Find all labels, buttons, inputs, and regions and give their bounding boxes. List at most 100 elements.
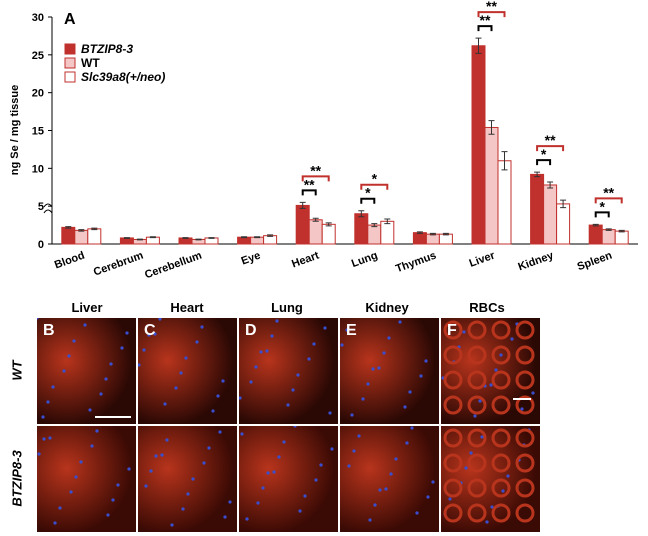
x-tick-label-eye: Eye: [240, 250, 263, 268]
column-title-liver: Liver: [71, 300, 103, 315]
significance-bracket-red: [477, 11, 506, 18]
significance-bracket-black: [360, 197, 376, 204]
y-tick-label: 30: [32, 12, 44, 24]
bar-thymus-1: [425, 233, 440, 245]
legend-swatch-1: [64, 57, 76, 69]
row-label-wt: WT: [9, 360, 25, 381]
panel-letter-c: C: [144, 322, 156, 339]
column-title-heart: Heart: [170, 300, 204, 315]
x-tick-label-blood: Blood: [53, 250, 86, 272]
bar-blood-0: [61, 226, 76, 245]
bar-blood-1: [74, 229, 89, 245]
error-bar: [254, 236, 261, 239]
significance-bracket-red: [536, 145, 565, 152]
bar-lung-2: [380, 220, 395, 245]
column-title-kidney: Kidney: [365, 300, 409, 315]
axis-break-mark: [43, 203, 53, 214]
scale-bar: [95, 416, 131, 418]
bars: [61, 37, 629, 245]
significance-star-red: **: [310, 162, 321, 178]
error-bar: [149, 236, 156, 239]
bar-blood-2: [87, 228, 102, 245]
bar-liver-1: [484, 126, 499, 245]
y-tick-label: 15: [32, 126, 44, 138]
significance-bracket-black: [477, 25, 493, 32]
bar-kidney-0: [530, 173, 545, 245]
x-tick-label-liver: Liver: [468, 249, 497, 270]
significance-star-red: **: [603, 184, 614, 200]
error-bar: [325, 222, 332, 227]
significance-star-black: *: [365, 185, 371, 201]
error-bar: [136, 238, 143, 241]
bar-cerebellum-0: [178, 237, 193, 245]
error-bar: [547, 181, 554, 189]
panel-letter-b: B: [43, 322, 55, 339]
error-bar: [605, 228, 612, 231]
bar-spleen-2: [614, 230, 629, 245]
error-bar: [299, 201, 306, 209]
significance-bracket-red: [594, 197, 623, 204]
error-bar: [182, 237, 189, 239]
significance-star-red: **: [545, 132, 556, 148]
error-bar: [78, 229, 85, 232]
significance-bracket-black: [301, 189, 317, 196]
significance-star-red: **: [486, 0, 497, 14]
micrograph-btzip8-3-heart: [138, 426, 237, 532]
error-bar: [592, 223, 599, 227]
error-bar: [442, 232, 449, 236]
error-bar: [371, 223, 378, 228]
x-tick-label-kidney: Kidney: [517, 249, 556, 273]
error-bar: [501, 151, 508, 171]
error-bar: [65, 226, 72, 229]
x-tick-label-thymus: Thymus: [394, 250, 438, 276]
micrograph-btzip8-3-lung: [239, 426, 338, 532]
error-bar: [241, 236, 248, 239]
legend-swatch-0: [64, 43, 76, 55]
scale-bar: [513, 398, 531, 400]
x-tick-label-spleen: Spleen: [576, 249, 614, 273]
panel-letter-e: E: [346, 322, 357, 339]
bar-kidney-1: [543, 184, 558, 245]
bar-cerebellum-2: [204, 237, 219, 245]
error-bar: [488, 120, 495, 135]
significance-bracket-red: [360, 183, 389, 190]
x-tick-label-heart: Heart: [290, 249, 321, 270]
significance-markers: ****************: [301, 0, 623, 218]
error-bar: [384, 218, 391, 225]
y-axis-label: ng Se / mg tissue: [9, 85, 21, 175]
bar-lung-0: [354, 213, 369, 245]
significance-star-black: **: [480, 12, 491, 28]
micrograph-wt-heart: C: [138, 318, 237, 424]
bar-heart-2: [321, 223, 336, 245]
error-bar: [91, 227, 98, 231]
panel-label-a: A: [64, 11, 76, 28]
micrograph-wt-kidney: E: [340, 318, 439, 424]
bar-cerebrum-2: [145, 236, 160, 245]
y-tick-label: 20: [32, 88, 44, 100]
micrograph-row-wt: B C D E F: [37, 318, 637, 424]
x-tick-label-lung: Lung: [350, 250, 379, 270]
bar-liver-2: [497, 160, 512, 245]
bar-heart-1: [308, 219, 323, 245]
bar-heart-0: [295, 204, 310, 245]
bar-spleen-0: [588, 224, 603, 245]
y-tick-label: 10: [32, 163, 44, 175]
significance-bracket-black: [594, 211, 610, 218]
x-tick-label-cerebrum: Cerebrum: [92, 249, 145, 278]
bar-cerebrum-0: [119, 237, 134, 245]
error-bar: [267, 234, 274, 237]
error-bar: [358, 210, 365, 218]
micrograph-btzip8-3-kidney: [340, 426, 439, 532]
bar-thymus-2: [438, 233, 453, 245]
legend-label-0: BTZIP8-3: [81, 42, 133, 56]
bar-lung-1: [367, 224, 382, 245]
error-bar: [123, 237, 130, 239]
panel-letter-f: F: [447, 322, 457, 339]
significance-bracket-red: [301, 175, 330, 182]
column-title-rbcs: RBCs: [469, 300, 505, 315]
legend-label-1: WT: [81, 56, 100, 70]
micrograph-btzip8-3-rbcs: [441, 426, 540, 532]
x-tick-label-cerebellum: Cerebellum: [143, 249, 204, 281]
